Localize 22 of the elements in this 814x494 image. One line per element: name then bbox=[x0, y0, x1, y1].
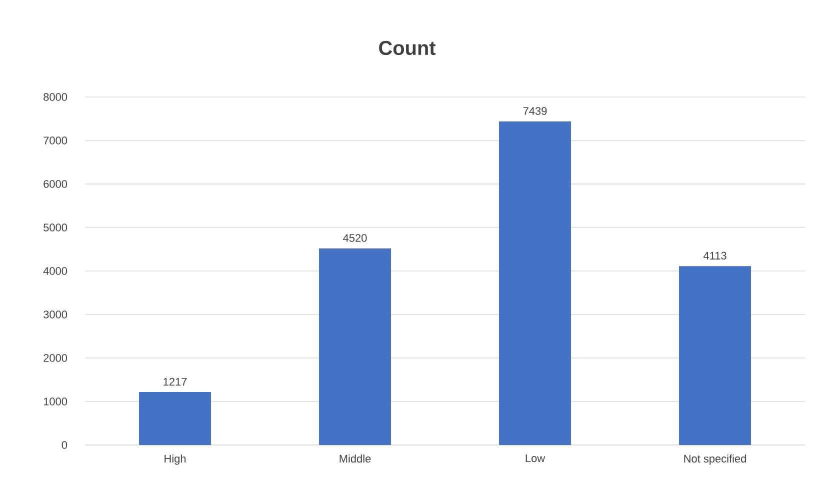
data-label: 4113 bbox=[703, 252, 726, 260]
data-label: 4520 bbox=[343, 234, 367, 242]
data-label: 7439 bbox=[523, 107, 547, 115]
y-tick-label: 0 bbox=[62, 441, 68, 449]
bar bbox=[499, 121, 572, 445]
y-tick-label: 6000 bbox=[44, 180, 68, 188]
y-tick-label: 4000 bbox=[43, 267, 68, 275]
chart-title: Count bbox=[379, 40, 436, 56]
y-tick-label: 7000 bbox=[44, 136, 68, 144]
x-tick-label: Low bbox=[526, 454, 546, 462]
y-tick-label: 1000 bbox=[44, 398, 68, 406]
bar bbox=[679, 266, 752, 445]
data-label: 1217 bbox=[164, 378, 187, 386]
bar bbox=[139, 392, 212, 445]
bar bbox=[319, 248, 392, 445]
y-tick-label: 3000 bbox=[44, 310, 68, 318]
y-tick-label: 2000 bbox=[44, 354, 68, 362]
x-tick-label: Middle bbox=[340, 454, 371, 463]
x-tick-label: Not specified bbox=[684, 454, 746, 465]
y-tick-label: 5000 bbox=[44, 224, 68, 232]
x-tick-label: High bbox=[164, 454, 186, 465]
y-tick-label: 8000 bbox=[44, 93, 68, 101]
